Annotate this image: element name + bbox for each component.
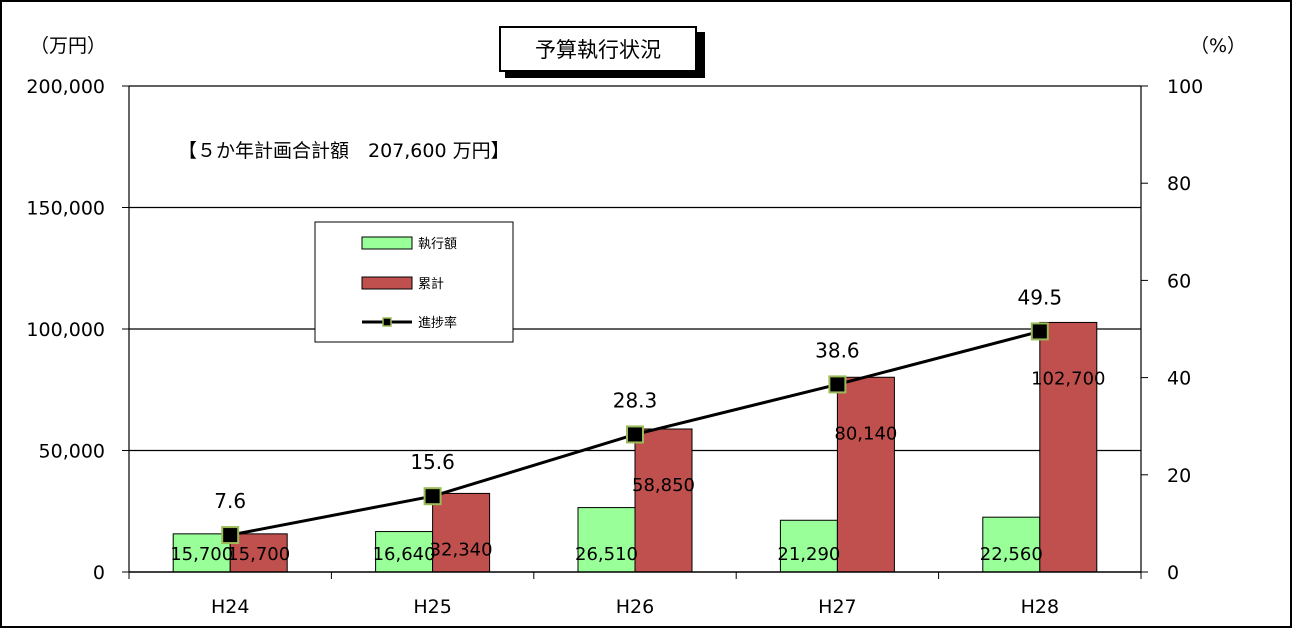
right-tick-label: 40 (1167, 368, 1191, 390)
execution-amount-label: 15,700 (170, 544, 233, 565)
cumulative-label: 102,700 (1031, 368, 1105, 389)
left-tick-label: 150,000 (26, 198, 105, 220)
bar-execution-amount (982, 516, 1041, 573)
category-label: H25 (413, 596, 451, 618)
chart-title: 予算執行状況 (535, 38, 661, 62)
bar-cumulative (1039, 321, 1098, 573)
right-tick-label: 80 (1167, 173, 1191, 195)
progress-rate-label: 49.5 (1018, 285, 1063, 309)
legend-label-cumulative: 累計 (418, 276, 444, 292)
bars (172, 321, 1098, 573)
category-label: H27 (818, 596, 856, 618)
left-tick-label: 200,000 (26, 76, 105, 98)
progress-rate-label: 38.6 (815, 338, 860, 362)
left-axis-unit: （万円） (30, 35, 106, 57)
execution-amount-label: 22,560 (980, 544, 1043, 565)
bar-execution-amount (172, 533, 231, 573)
bar-cumulative (836, 376, 895, 573)
legend-label-execution: 執行額 (418, 236, 457, 252)
category-label: H26 (616, 596, 654, 618)
left-tick-label: 100,000 (26, 319, 105, 341)
progress-rate-label: 15.6 (410, 450, 455, 474)
legend-marker-progress (382, 317, 392, 327)
right-tick-label: 0 (1167, 562, 1179, 584)
progress-rate-label: 28.3 (613, 388, 658, 412)
axes: 0 50,000 100,000 150,000 200,000 0 20 40 60 80 100… (26, 76, 1203, 618)
execution-amount-label: 26,510 (575, 544, 638, 565)
progress-rate-marker (626, 425, 644, 444)
progress-line (221, 322, 1049, 545)
left-tick-label: 0 (93, 562, 105, 584)
legend-swatch-cumulative (361, 276, 413, 290)
bar-execution-amount (375, 531, 434, 573)
bar-cumulative (229, 533, 288, 573)
left-tick-label: 50,000 (39, 441, 105, 463)
chart-title-box: 予算執行状況 (499, 26, 705, 78)
legend-swatch-execution (361, 236, 413, 250)
right-tick-label: 60 (1167, 270, 1191, 292)
cumulative-label: 15,700 (227, 544, 290, 565)
legend-label-progress: 進捗率 (418, 315, 457, 331)
progress-rate-marker (828, 375, 847, 394)
right-tick-label: 20 (1167, 465, 1191, 487)
bar-cumulative (432, 492, 491, 573)
legend-box (314, 221, 514, 343)
execution-amount-label: 16,640 (373, 544, 436, 565)
cumulative-label: 58,850 (632, 475, 695, 496)
cumulative-label: 32,340 (430, 539, 493, 560)
progress-rate-label: 7.6 (214, 489, 246, 513)
category-label: H24 (211, 596, 249, 618)
chart-title-frame (499, 26, 697, 72)
progress-rate-marker (221, 526, 240, 545)
right-tick-label: 100 (1167, 76, 1203, 98)
execution-amount-label: 21,290 (777, 544, 840, 565)
progress-rate-marker (423, 487, 442, 506)
right-axis-unit: （%） (1190, 35, 1246, 57)
category-label: H28 (1021, 596, 1059, 618)
bar-cumulative (634, 428, 693, 573)
progress-rate-marker (1030, 322, 1049, 341)
plan-total-annotation: 【５か年計画合計額 207,600 万円】 (178, 140, 510, 162)
cumulative-label: 80,140 (834, 423, 897, 444)
